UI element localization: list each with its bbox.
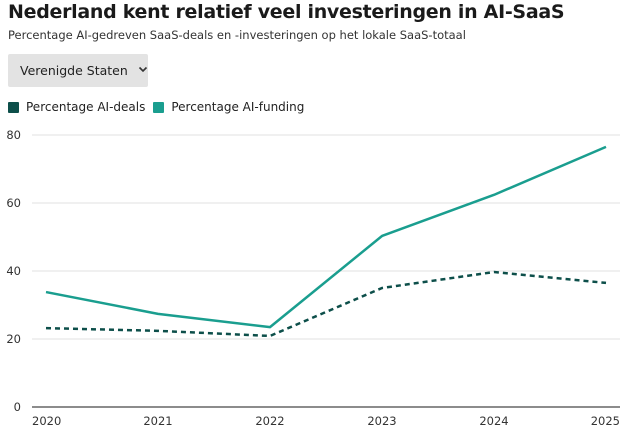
y-tick-label: 40	[6, 264, 21, 278]
y-tick-label: 20	[6, 332, 21, 346]
y-tick-label: 0	[14, 400, 21, 414]
legend-item-funding[interactable]: Percentage AI-funding	[153, 100, 304, 114]
x-tick-label: 2022	[255, 414, 284, 428]
legend-item-deals[interactable]: Percentage AI-deals	[8, 100, 145, 114]
legend-label-funding: Percentage AI-funding	[171, 100, 305, 114]
legend-swatch-funding	[153, 101, 165, 113]
chart-subtitle: Percentage AI-gedreven SaaS-deals en -in…	[8, 28, 466, 42]
dropdown-selected-value: Verenigde Staten	[20, 63, 128, 78]
legend-label-deals: Percentage AI-deals	[26, 100, 146, 114]
y-tick-label: 60	[6, 196, 21, 210]
x-tick-label: 2024	[479, 414, 508, 428]
x-tick-label: 2025	[591, 414, 620, 428]
country-dropdown[interactable]: Verenigde Staten	[8, 54, 148, 87]
x-tick-label: 2020	[32, 414, 61, 428]
series-line-deals	[45, 270, 607, 338]
chart-title: Nederland kent relatief veel investering…	[8, 1, 565, 23]
x-tick-label: 2023	[367, 414, 396, 428]
x-tick-label: 2021	[143, 414, 172, 428]
chevron-down-icon	[138, 65, 148, 76]
chart-legend: Percentage AI-deals Percentage AI-fundin…	[8, 100, 312, 114]
y-tick-label: 80	[6, 128, 21, 142]
series-line-funding	[45, 145, 607, 329]
legend-swatch-deals	[8, 101, 19, 113]
